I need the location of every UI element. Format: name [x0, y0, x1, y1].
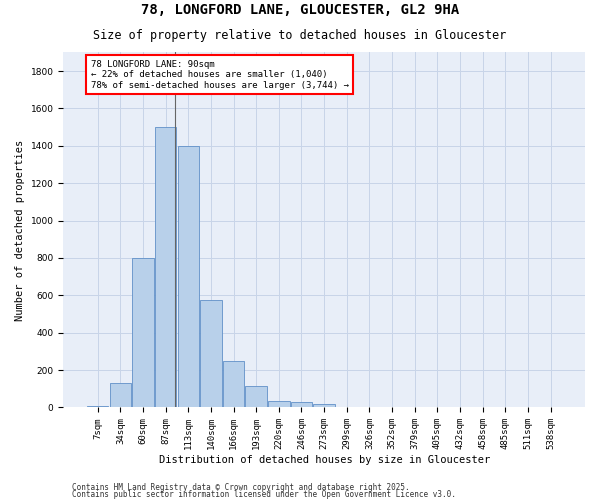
- Bar: [200, 300, 221, 408]
- X-axis label: Distribution of detached houses by size in Gloucester: Distribution of detached houses by size …: [158, 455, 490, 465]
- Text: Contains public sector information licensed under the Open Government Licence v3: Contains public sector information licen…: [72, 490, 456, 499]
- Bar: [155, 127, 176, 408]
- Bar: [110, 383, 131, 407]
- Bar: [87, 406, 109, 407]
- Text: 78 LONGFORD LANE: 90sqm
← 22% of detached houses are smaller (1,040)
78% of semi: 78 LONGFORD LANE: 90sqm ← 22% of detache…: [91, 60, 349, 90]
- Bar: [268, 401, 290, 407]
- Text: Size of property relative to detached houses in Gloucester: Size of property relative to detached ho…: [94, 30, 506, 43]
- Text: 78, LONGFORD LANE, GLOUCESTER, GL2 9HA: 78, LONGFORD LANE, GLOUCESTER, GL2 9HA: [141, 4, 459, 18]
- Bar: [291, 402, 312, 407]
- Title: 78, LONGFORD LANE, GLOUCESTER, GL2 9HA
Size of property relative to detached hou: 78, LONGFORD LANE, GLOUCESTER, GL2 9HA S…: [0, 499, 1, 500]
- Text: Contains HM Land Registry data © Crown copyright and database right 2025.: Contains HM Land Registry data © Crown c…: [72, 484, 410, 492]
- Bar: [132, 258, 154, 408]
- Bar: [245, 386, 267, 407]
- Bar: [223, 361, 244, 408]
- Y-axis label: Number of detached properties: Number of detached properties: [15, 140, 25, 320]
- Bar: [313, 404, 335, 407]
- Bar: [178, 146, 199, 407]
